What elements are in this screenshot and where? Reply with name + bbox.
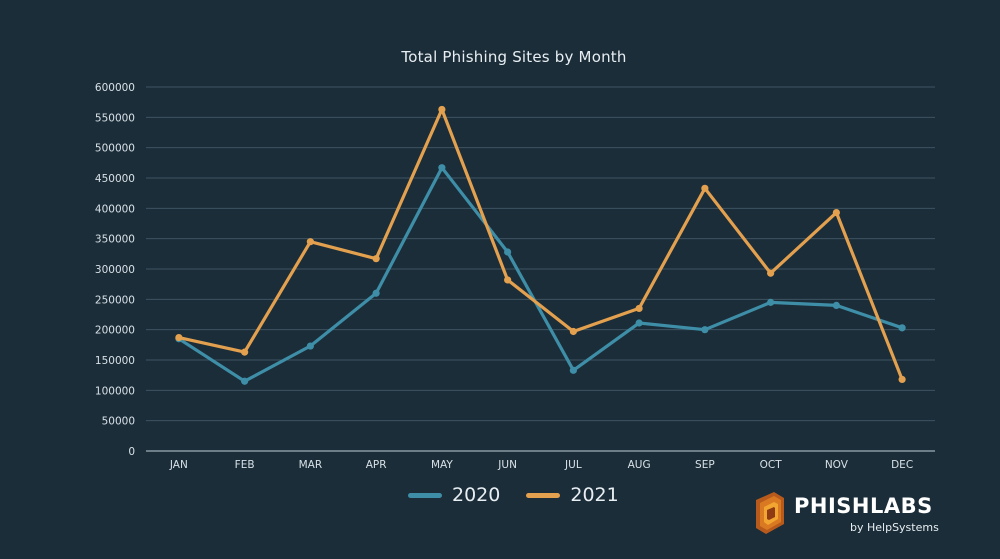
legend-item-2021: 2021 [526, 484, 619, 506]
x-tick-label: JUL [564, 459, 582, 471]
y-tick-label: 250000 [95, 294, 135, 306]
y-tick-label: 100000 [95, 385, 135, 397]
y-tick-label: 50000 [102, 416, 135, 428]
x-tick-label: NOV [825, 459, 849, 471]
legend-item-2020: 2020 [408, 484, 500, 506]
data-point-2021 [635, 304, 643, 313]
x-tick-label: MAR [299, 459, 323, 471]
x-tick-label: AUG [628, 459, 651, 471]
y-tick-label: 300000 [95, 264, 135, 276]
x-tick-label: SEP [695, 459, 715, 471]
x-tick-label: JAN [169, 459, 188, 471]
data-point-2020 [438, 164, 446, 172]
data-point-2021 [701, 184, 709, 192]
y-tick-label: 150000 [95, 355, 135, 367]
x-tick-label: OCT [760, 459, 783, 471]
y-tick-label: 0 [128, 446, 135, 458]
data-point-2020 [767, 298, 775, 306]
data-point-2021 [504, 276, 512, 284]
data-point-2020 [701, 326, 709, 334]
data-point-2020 [569, 366, 577, 374]
data-point-2021 [241, 348, 249, 356]
series-line-2021 [177, 107, 904, 381]
data-point-2020 [306, 342, 314, 350]
data-point-2020 [504, 248, 512, 256]
x-tick-label: DEC [891, 459, 913, 471]
data-point-2020 [241, 377, 249, 385]
data-point-2020 [898, 324, 906, 332]
data-point-2020 [372, 289, 380, 297]
legend-label-2021: 2021 [570, 484, 619, 506]
phishlabs-logo-icon [756, 492, 784, 534]
legend-swatch-2021 [526, 492, 561, 498]
y-tick-label: 400000 [95, 203, 135, 215]
logo-tagline: by HelpSystems [850, 521, 939, 534]
data-point-2021 [306, 238, 314, 246]
chart-title: Total Phishing Sites by Month [401, 48, 627, 66]
x-tick-label: FEB [235, 459, 255, 471]
y-tick-label: 550000 [95, 112, 135, 124]
data-point-2021 [372, 255, 380, 263]
data-point-2021 [832, 208, 840, 217]
legend-label-2020: 2020 [452, 484, 501, 506]
x-tick-label: APR [366, 459, 387, 471]
y-tick-label: 200000 [95, 325, 135, 337]
data-point-2021 [898, 375, 906, 384]
series-line-2020 [177, 166, 904, 383]
legend: 2020 2021 [408, 484, 645, 506]
data-point-2020 [832, 301, 840, 309]
logo-name: PHISHLABS [794, 494, 933, 518]
data-point-2021 [438, 105, 446, 114]
y-tick-label: 600000 [95, 82, 135, 94]
y-tick-label: 500000 [95, 143, 135, 155]
legend-swatch-2020 [408, 492, 442, 498]
y-tick-label: 350000 [95, 234, 135, 246]
data-point-2021 [767, 269, 775, 277]
data-point-2021 [569, 327, 577, 336]
y-tick-label: 450000 [95, 173, 135, 185]
data-point-2020 [635, 319, 643, 327]
phishlabs-logo: PHISHLABS by HelpSystems [752, 490, 942, 540]
x-tick-label: JUN [497, 459, 517, 471]
x-tick-label: MAY [431, 459, 453, 471]
data-point-2021 [175, 333, 183, 342]
